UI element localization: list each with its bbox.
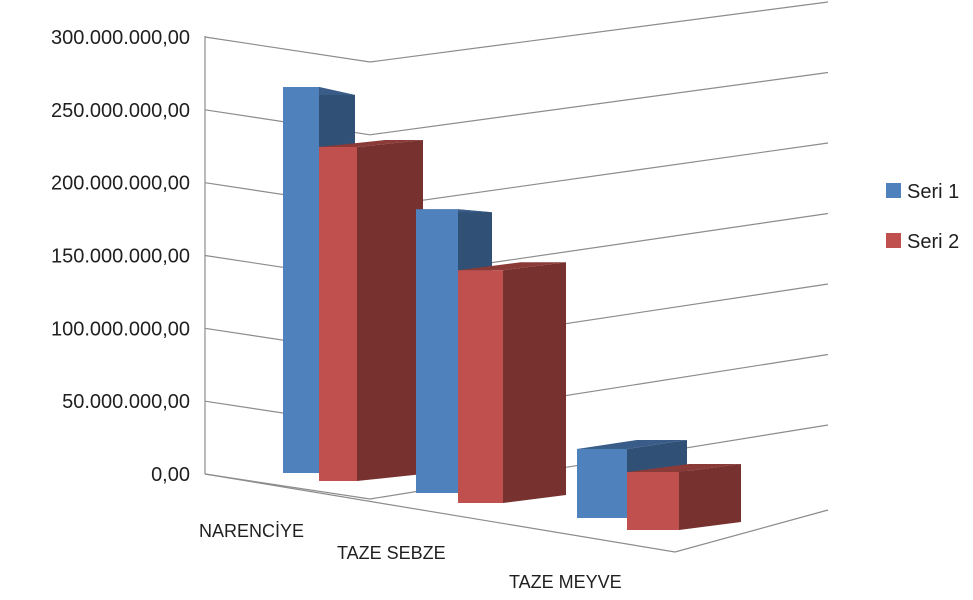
y-tick-label: 250.000.000,00 (51, 100, 190, 122)
bar-top (319, 140, 423, 147)
legend: Seri 1 Seri 2 (886, 181, 959, 253)
bar-front (283, 87, 319, 473)
bar-1-2 (627, 464, 741, 530)
y-tick-label: 0,00 (151, 464, 190, 486)
bar-1-1 (458, 262, 566, 503)
y-tick-label: 50.000.000,00 (62, 391, 190, 413)
bar-top (577, 440, 687, 449)
gridline (204, 71, 829, 136)
legend-label: Seri 2 (907, 231, 959, 253)
chart-walls (204, 36, 829, 553)
legend-item: Seri 2 (886, 231, 959, 253)
y-axis-tick-labels: 0,00 50.000.000,00 100.000.000,00 150.000.0… (51, 27, 190, 486)
bar-side (679, 464, 741, 530)
bar-side (503, 262, 566, 503)
category-labels: NARENCİYE TAZE SEBZE TAZE MEYVE (199, 521, 622, 592)
legend-swatch (886, 183, 901, 198)
bar-front (577, 448, 627, 518)
y-tick-label: 200.000.000,00 (51, 173, 190, 195)
gridline (204, 1, 829, 63)
y-tick-label: 300.000.000,00 (51, 27, 190, 49)
y-tick-label: 100.000.000,00 (51, 318, 190, 340)
legend-item: Seri 1 (886, 181, 959, 203)
legend-swatch (886, 233, 901, 248)
bar-front (458, 270, 503, 503)
bar-top (458, 262, 566, 271)
bar-top (627, 464, 741, 472)
x-category-label: TAZE MEYVE (509, 572, 622, 592)
bar-front (319, 146, 357, 481)
floor-edge (204, 473, 829, 553)
x-category-label: TAZE SEBZE (337, 543, 446, 563)
bars (283, 87, 741, 530)
legend-label: Seri 1 (907, 181, 959, 203)
bar-front (627, 472, 679, 530)
bar-1-0 (319, 140, 423, 481)
y-tick-label: 150.000.000,00 (51, 246, 190, 268)
bar-side (357, 140, 423, 481)
x-category-label: NARENCİYE (199, 521, 304, 541)
bar-front (416, 209, 458, 494)
